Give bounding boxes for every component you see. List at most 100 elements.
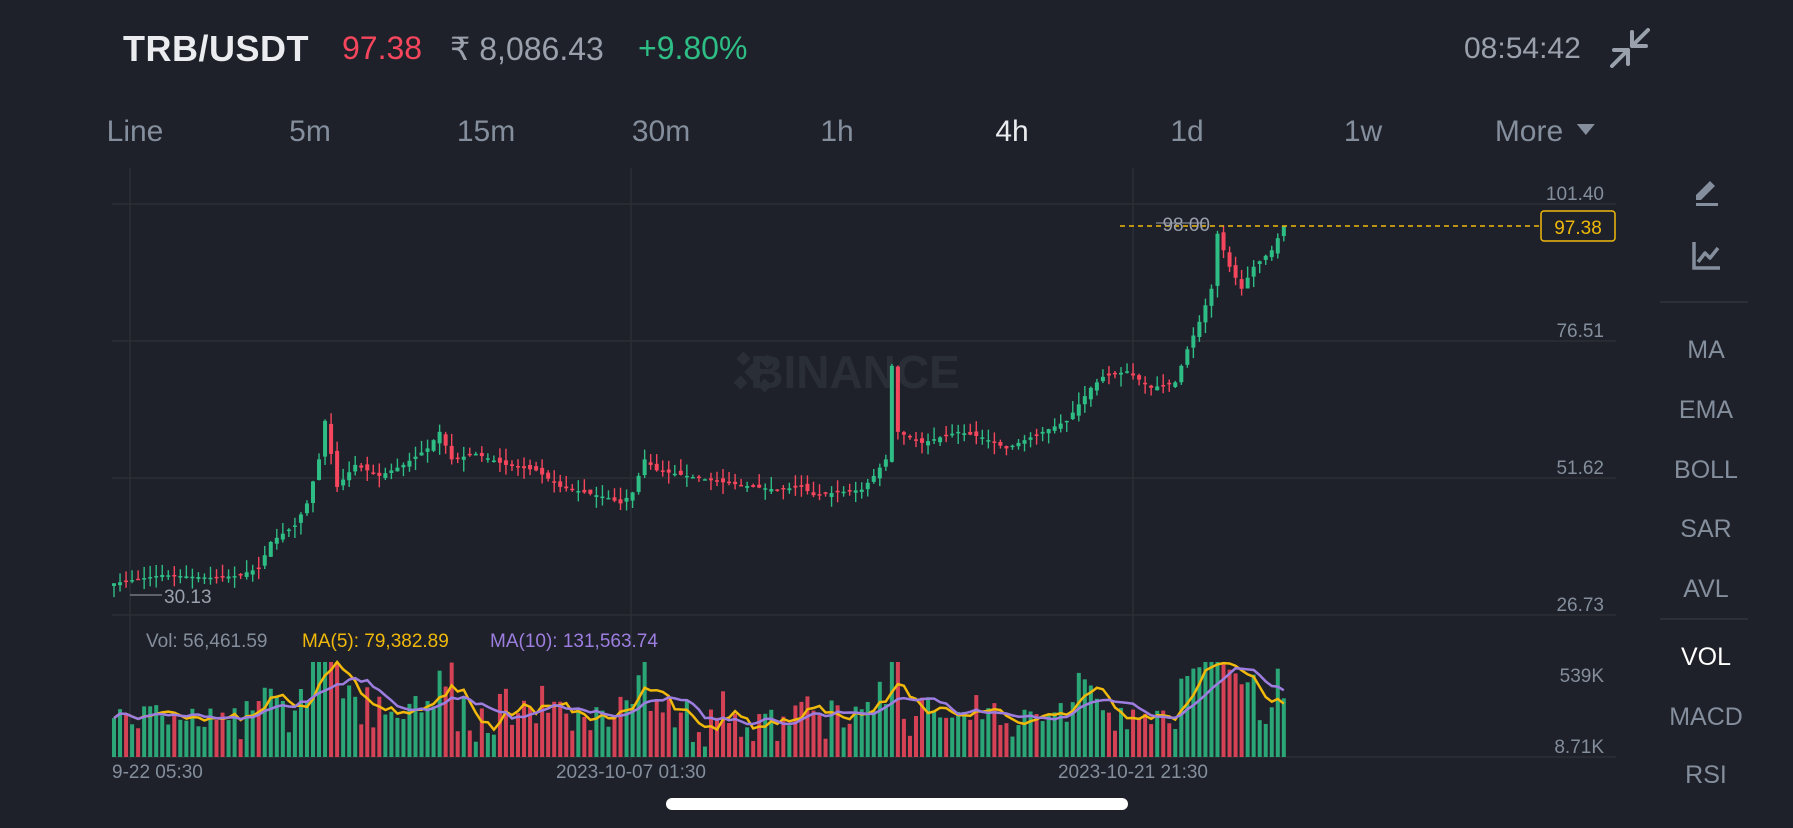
indicator-rsi[interactable]: RSI	[1685, 761, 1727, 783]
tab-30m[interactable]: 30m	[631, 115, 691, 148]
volume-bar	[612, 716, 617, 757]
collapse-arrows-icon[interactable]	[1610, 28, 1650, 68]
candle	[757, 484, 762, 488]
candle	[1257, 261, 1262, 264]
candlestick-chart[interactable]: BINANCE 101.40 76.51 51.62 26.73 97.38 9…	[0, 150, 1640, 790]
volume-bar	[1016, 725, 1021, 757]
candle	[853, 490, 858, 493]
tab-15m[interactable]: 15m	[456, 115, 516, 148]
chart-trend-icon[interactable]	[1688, 238, 1724, 274]
candle	[702, 479, 707, 481]
pencil-draw-icon[interactable]	[1688, 174, 1724, 210]
volume-bar	[1088, 685, 1093, 757]
volume-bar	[690, 741, 695, 757]
candle	[461, 456, 466, 460]
candle	[1227, 252, 1232, 267]
candle	[1275, 238, 1280, 254]
volume-bar	[437, 670, 442, 757]
time-tick: 9-22 05:30	[112, 762, 203, 783]
candle	[136, 578, 141, 581]
tab-1d[interactable]: 1d	[1170, 115, 1204, 148]
tab-more[interactable]: More	[1495, 115, 1596, 149]
candle	[781, 487, 786, 490]
tab-line[interactable]: Line	[106, 115, 164, 148]
candle	[1131, 373, 1136, 376]
candle	[280, 533, 285, 540]
volume-bar	[938, 717, 943, 757]
volume-bar	[238, 739, 243, 757]
tab-4h[interactable]: 4h	[995, 115, 1029, 148]
volume-bar	[871, 710, 876, 757]
tab-1w[interactable]: 1w	[1343, 115, 1383, 148]
candle	[214, 576, 219, 579]
tab-5m[interactable]: 5m	[289, 115, 331, 148]
indicator-ema[interactable]: EMA	[1678, 396, 1734, 424]
indicator-boll[interactable]: BOLL	[1674, 456, 1738, 484]
candle	[739, 484, 744, 487]
candle	[618, 499, 623, 504]
candle	[920, 438, 925, 443]
volume-bar	[1155, 710, 1160, 757]
indicator-macd[interactable]: MACD	[1669, 703, 1743, 731]
volume-bar	[1112, 730, 1117, 757]
candle	[1046, 429, 1051, 434]
volume-bar	[461, 697, 466, 757]
volume-bar	[576, 708, 581, 757]
candle	[1058, 423, 1063, 429]
candle	[473, 453, 478, 456]
indicator-avl[interactable]: AVL	[1683, 575, 1729, 603]
volume-bar	[522, 700, 527, 757]
candle	[570, 488, 575, 491]
candle	[696, 476, 701, 479]
volume-bar	[907, 735, 912, 757]
indicator-vol[interactable]: VOL	[1680, 643, 1732, 671]
candle	[926, 441, 931, 446]
candle	[1125, 371, 1130, 373]
volume-bar	[1094, 698, 1099, 757]
candle	[335, 450, 340, 487]
volume-bar	[407, 703, 412, 757]
time-tick: 2023-10-21 21:30	[1058, 762, 1208, 783]
volume-bar	[371, 727, 376, 757]
interval-tabs: Line 5m 15m 30m 1h 4h 1d 1w More	[0, 115, 1620, 155]
toolbar-divider	[1660, 618, 1748, 620]
volume-bar	[1022, 709, 1027, 757]
caret-down-icon	[1577, 123, 1596, 135]
indicator-ma[interactable]: MA	[1687, 336, 1725, 364]
indicator-sar[interactable]: SAR	[1680, 515, 1732, 543]
tab-1h[interactable]: 1h	[820, 115, 854, 148]
candle	[1028, 437, 1033, 440]
current-price-tag	[1540, 210, 1616, 242]
volume-tick: 539K	[1560, 666, 1605, 687]
volume-bar	[1143, 713, 1148, 757]
volume-bar	[178, 719, 183, 757]
volume-bar	[1185, 676, 1190, 757]
volume-bar	[323, 662, 328, 757]
trading-pair[interactable]: TRB/USDT	[123, 28, 309, 69]
volume-bar	[1245, 682, 1250, 757]
candle	[938, 437, 943, 443]
candle	[196, 577, 201, 579]
candle	[588, 489, 593, 494]
volume-bar	[1167, 723, 1172, 757]
volume-bar	[793, 705, 798, 757]
candle	[666, 469, 671, 473]
volume-bar	[395, 717, 400, 757]
volume-bar	[335, 662, 340, 757]
volume-bar	[715, 717, 719, 757]
volume-bar	[1010, 736, 1015, 757]
volume-bar	[148, 706, 153, 757]
volume-bar	[262, 687, 267, 757]
volume-bar	[1058, 703, 1063, 757]
volume-bar	[763, 713, 768, 757]
candle	[1094, 382, 1099, 391]
volume-bar	[708, 709, 713, 757]
candle	[220, 576, 225, 578]
candle	[503, 460, 508, 465]
volume-tick: 8.71K	[1554, 737, 1604, 758]
volume-bar	[696, 732, 701, 757]
candle	[763, 488, 768, 490]
volume-bar	[1052, 712, 1057, 757]
volume-bar	[130, 724, 135, 757]
volume-bar	[341, 698, 346, 757]
